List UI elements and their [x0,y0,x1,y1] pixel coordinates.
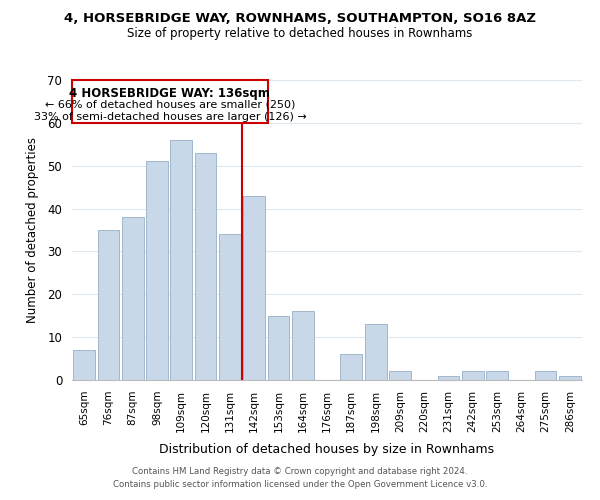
FancyBboxPatch shape [72,80,268,123]
Bar [559,376,581,380]
Bar [97,230,119,380]
Bar [146,162,168,380]
Bar [462,372,484,380]
Bar [340,354,362,380]
Bar [170,140,192,380]
Bar [365,324,386,380]
Text: Contains HM Land Registry data © Crown copyright and database right 2024.: Contains HM Land Registry data © Crown c… [132,467,468,476]
Bar [486,372,508,380]
Bar [219,234,241,380]
Bar [122,217,143,380]
Bar [73,350,95,380]
X-axis label: Distribution of detached houses by size in Rownhams: Distribution of detached houses by size … [160,443,494,456]
Text: 33% of semi-detached houses are larger (126) →: 33% of semi-detached houses are larger (… [34,112,306,122]
Bar [243,196,265,380]
Text: ← 66% of detached houses are smaller (250): ← 66% of detached houses are smaller (25… [45,100,295,110]
Text: Contains public sector information licensed under the Open Government Licence v3: Contains public sector information licen… [113,480,487,489]
Text: 4, HORSEBRIDGE WAY, ROWNHAMS, SOUTHAMPTON, SO16 8AZ: 4, HORSEBRIDGE WAY, ROWNHAMS, SOUTHAMPTO… [64,12,536,26]
Y-axis label: Number of detached properties: Number of detached properties [26,137,39,323]
Bar [535,372,556,380]
Text: Size of property relative to detached houses in Rownhams: Size of property relative to detached ho… [127,28,473,40]
Bar [194,153,217,380]
Bar [389,372,411,380]
Bar [292,312,314,380]
Bar [437,376,460,380]
Bar [268,316,289,380]
Text: 4 HORSEBRIDGE WAY: 136sqm: 4 HORSEBRIDGE WAY: 136sqm [70,88,271,101]
